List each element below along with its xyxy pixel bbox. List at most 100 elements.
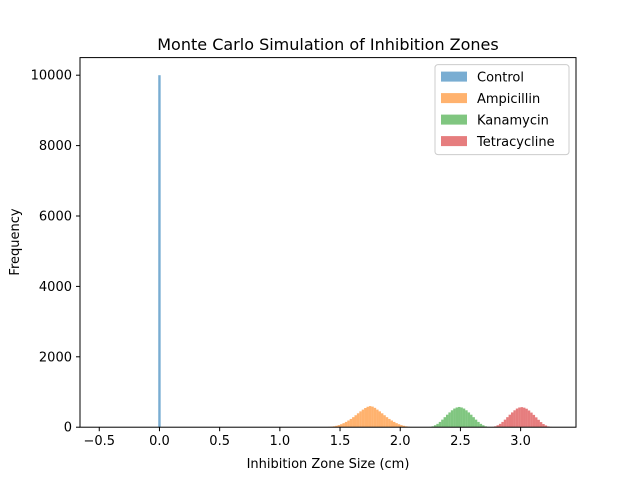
bar-ampicillin-16 bbox=[364, 408, 367, 428]
bar-kanamycin-7 bbox=[445, 414, 449, 428]
y-axis-ticks: 0 2000 4000 6000 8000 10000 bbox=[31, 69, 80, 436]
y-tick-label: 2000 bbox=[39, 350, 72, 365]
bar-tetracycline-4 bbox=[501, 421, 504, 428]
bar-ampicillin-6 bbox=[340, 424, 343, 428]
bar-kanamycin-21 bbox=[479, 423, 483, 428]
legend-label-ampicillin: Ampicillin bbox=[477, 92, 540, 107]
bar-kanamycin-2 bbox=[433, 425, 437, 428]
y-tick-label: 0 bbox=[64, 421, 72, 436]
series-control bbox=[158, 75, 161, 428]
bar-tetracycline-17 bbox=[532, 414, 536, 428]
plot-frame bbox=[79, 57, 577, 428]
bar-tetracycline-16 bbox=[530, 412, 533, 428]
bar-tetracycline-2 bbox=[496, 425, 499, 428]
y-tick-label: 4000 bbox=[39, 280, 72, 295]
bar-kanamycin-19 bbox=[474, 419, 478, 428]
bar-control-0 bbox=[158, 75, 161, 428]
bar-tetracycline-14 bbox=[525, 408, 528, 428]
bar-ampicillin-22 bbox=[378, 411, 381, 428]
bar-tetracycline-15 bbox=[527, 410, 531, 428]
bar-tetracycline-12 bbox=[520, 407, 524, 428]
bar-kanamycin-8 bbox=[448, 412, 451, 428]
bar-kanamycin-16 bbox=[467, 412, 471, 428]
bar-kanamycin-11 bbox=[455, 407, 459, 428]
y-tick-label: 6000 bbox=[39, 210, 72, 225]
bar-kanamycin-3 bbox=[436, 423, 439, 428]
x-tick-label: −0.5 bbox=[83, 434, 115, 449]
bar-ampicillin-29 bbox=[395, 423, 398, 428]
bar-kanamycin-17 bbox=[470, 414, 473, 428]
y-tick-label: 10000 bbox=[31, 69, 72, 84]
x-tick-label: 0.5 bbox=[209, 434, 230, 449]
bar-ampicillin-14 bbox=[359, 411, 362, 428]
y-axis-label: Frequency bbox=[8, 208, 23, 275]
bar-tetracycline-21 bbox=[542, 424, 545, 428]
bar-kanamycin-6 bbox=[443, 417, 446, 428]
bar-tetracycline-8 bbox=[510, 412, 514, 428]
bar-ampicillin-26 bbox=[388, 418, 391, 428]
bar-ampicillin-8 bbox=[344, 421, 348, 428]
bar-kanamycin-12 bbox=[458, 406, 461, 428]
bar-ampicillin-21 bbox=[376, 409, 379, 428]
series-kanamycin bbox=[429, 406, 490, 428]
bar-ampicillin-15 bbox=[361, 409, 365, 428]
legend-swatch-kanamycin bbox=[441, 114, 467, 125]
bar-kanamycin-10 bbox=[453, 408, 456, 428]
bar-ampicillin-32 bbox=[402, 425, 406, 428]
bar-ampicillin-11 bbox=[352, 417, 355, 428]
bar-ampicillin-5 bbox=[337, 425, 341, 428]
bar-ampicillin-4 bbox=[335, 425, 338, 428]
series-tetracycline bbox=[491, 407, 552, 428]
bar-tetracycline-6 bbox=[506, 417, 509, 428]
x-axis-label: Inhibition Zone Size (cm) bbox=[247, 457, 410, 472]
bar-ampicillin-12 bbox=[354, 415, 357, 428]
bar-ampicillin-9 bbox=[347, 420, 350, 428]
chart-title: Monte Carlo Simulation of Inhibition Zon… bbox=[157, 35, 498, 54]
legend-label-tetracycline: Tetracycline bbox=[476, 135, 555, 150]
bar-tetracycline-9 bbox=[513, 410, 516, 428]
bar-tetracycline-19 bbox=[537, 419, 540, 428]
bar-tetracycline-20 bbox=[539, 422, 543, 428]
bar-ampicillin-31 bbox=[400, 425, 403, 428]
series-ampicillin bbox=[325, 406, 413, 428]
bar-tetracycline-3 bbox=[498, 423, 502, 428]
bar-ampicillin-23 bbox=[380, 413, 384, 428]
bar-ampicillin-10 bbox=[349, 418, 353, 428]
bar-tetracycline-13 bbox=[523, 407, 526, 428]
legend-box bbox=[434, 64, 570, 156]
x-tick-label: 2.0 bbox=[390, 434, 411, 449]
x-axis-ticks: −0.5 0.0 0.5 1.0 1.5 2.0 2.5 3.0 bbox=[83, 427, 531, 449]
bar-kanamycin-22 bbox=[482, 425, 485, 428]
bar-tetracycline-5 bbox=[503, 419, 507, 428]
bar-tetracycline-18 bbox=[535, 417, 538, 428]
y-tick-label: 8000 bbox=[39, 139, 72, 154]
bar-tetracycline-7 bbox=[508, 414, 511, 428]
bar-tetracycline-11 bbox=[518, 407, 521, 428]
bar-ampicillin-19 bbox=[371, 406, 374, 428]
x-tick-label: 3.0 bbox=[510, 434, 531, 449]
bar-ampicillin-13 bbox=[356, 413, 360, 428]
bar-ampicillin-27 bbox=[390, 420, 394, 428]
legend: Control Ampicillin Kanamycin Tetracycline bbox=[434, 64, 570, 156]
bar-ampicillin-7 bbox=[342, 423, 345, 428]
legend-swatch-ampicillin bbox=[441, 93, 467, 104]
bar-ampicillin-20 bbox=[373, 407, 377, 428]
legend-swatch-control bbox=[441, 71, 467, 82]
bar-ampicillin-28 bbox=[393, 421, 396, 428]
bar-kanamycin-9 bbox=[450, 410, 454, 428]
legend-label-kanamycin: Kanamycin bbox=[477, 114, 549, 129]
legend-label-control: Control bbox=[477, 71, 524, 86]
x-tick-label: 1.0 bbox=[270, 434, 291, 449]
bar-tetracycline-10 bbox=[515, 408, 519, 428]
bar-ampicillin-30 bbox=[397, 424, 401, 428]
bar-ampicillin-17 bbox=[366, 406, 369, 428]
bar-kanamycin-5 bbox=[441, 419, 444, 428]
bar-ampicillin-24 bbox=[383, 415, 386, 428]
x-tick-label: 2.5 bbox=[450, 434, 471, 449]
bar-ampicillin-25 bbox=[385, 417, 389, 428]
x-tick-label: 1.5 bbox=[330, 434, 351, 449]
bar-kanamycin-13 bbox=[460, 407, 463, 428]
bar-ampicillin-18 bbox=[368, 406, 372, 428]
legend-swatch-tetracycline bbox=[441, 136, 467, 147]
